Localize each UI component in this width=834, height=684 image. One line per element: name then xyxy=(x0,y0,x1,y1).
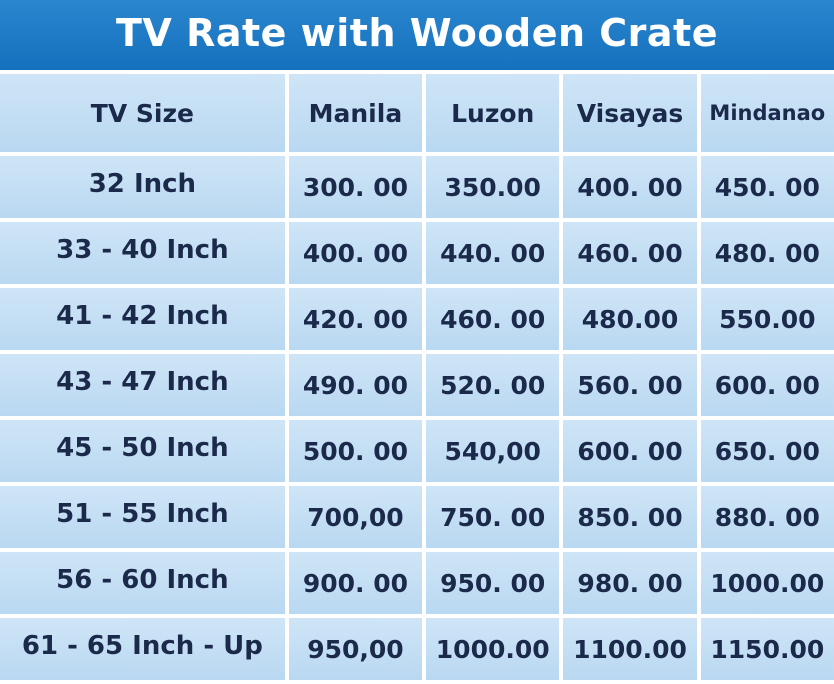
title-bar: TV Rate with Wooden Crate xyxy=(0,0,834,70)
luzon-price: 950. 00 xyxy=(426,552,560,614)
mindanao-price: 1150.00 xyxy=(700,618,834,680)
manila-price: 950,00 xyxy=(288,618,423,680)
rate-table: TV Size Manila Luzon Visayas Mindanao 32… xyxy=(0,70,834,684)
table-row: 43 - 47 Inch 490. 00 520. 00 560. 00 600… xyxy=(0,354,834,416)
size-cell: 45 - 50 Inch xyxy=(0,420,285,482)
manila-price: 700,00 xyxy=(288,486,423,548)
size-cell: 43 - 47 Inch xyxy=(0,354,285,416)
luzon-price: 520. 00 xyxy=(426,354,560,416)
visayas-price: 850. 00 xyxy=(563,486,697,548)
luzon-price: 440. 00 xyxy=(426,222,560,284)
visayas-price: 400. 00 xyxy=(563,156,697,218)
manila-price: 490. 00 xyxy=(288,354,423,416)
header-row: TV Size Manila Luzon Visayas Mindanao xyxy=(0,74,834,152)
mindanao-price: 880. 00 xyxy=(700,486,834,548)
header-tv-size: TV Size xyxy=(0,74,285,152)
manila-price: 900. 00 xyxy=(288,552,423,614)
visayas-price: 600. 00 xyxy=(563,420,697,482)
visayas-price: 560. 00 xyxy=(563,354,697,416)
mindanao-price: 550.00 xyxy=(700,288,834,350)
table-row: 56 - 60 Inch 900. 00 950. 00 980. 00 100… xyxy=(0,552,834,614)
luzon-price: 540,00 xyxy=(426,420,560,482)
visayas-price: 480.00 xyxy=(563,288,697,350)
size-cell: 33 - 40 Inch xyxy=(0,222,285,284)
manila-price: 400. 00 xyxy=(288,222,423,284)
table-row: 61 - 65 Inch - Up 950,00 1000.00 1100.00… xyxy=(0,618,834,680)
size-cell: 51 - 55 Inch xyxy=(0,486,285,548)
table-row: 41 - 42 Inch 420. 00 460. 00 480.00 550.… xyxy=(0,288,834,350)
mindanao-price: 480. 00 xyxy=(700,222,834,284)
manila-price: 420. 00 xyxy=(288,288,423,350)
visayas-price: 460. 00 xyxy=(563,222,697,284)
header-visayas: Visayas xyxy=(563,74,697,152)
size-cell: 41 - 42 Inch xyxy=(0,288,285,350)
page-title: TV Rate with Wooden Crate xyxy=(116,11,718,55)
size-cell: 56 - 60 Inch xyxy=(0,552,285,614)
manila-price: 500. 00 xyxy=(288,420,423,482)
manila-price: 300. 00 xyxy=(288,156,423,218)
table-row: 45 - 50 Inch 500. 00 540,00 600. 00 650.… xyxy=(0,420,834,482)
mindanao-price: 1000.00 xyxy=(700,552,834,614)
size-cell: 32 Inch xyxy=(0,156,285,218)
table-row: 32 Inch 300. 00 350.00 400. 00 450. 00 xyxy=(0,156,834,218)
header-luzon: Luzon xyxy=(426,74,560,152)
header-manila: Manila xyxy=(288,74,423,152)
visayas-price: 1100.00 xyxy=(563,618,697,680)
size-cell: 61 - 65 Inch - Up xyxy=(0,618,285,680)
mindanao-price: 650. 00 xyxy=(700,420,834,482)
luzon-price: 350.00 xyxy=(426,156,560,218)
mindanao-price: 600. 00 xyxy=(700,354,834,416)
visayas-price: 980. 00 xyxy=(563,552,697,614)
table-row: 51 - 55 Inch 700,00 750. 00 850. 00 880.… xyxy=(0,486,834,548)
luzon-price: 460. 00 xyxy=(426,288,560,350)
mindanao-price: 450. 00 xyxy=(700,156,834,218)
header-mindanao: Mindanao xyxy=(700,74,834,152)
luzon-price: 750. 00 xyxy=(426,486,560,548)
table-row: 33 - 40 Inch 400. 00 440. 00 460. 00 480… xyxy=(0,222,834,284)
luzon-price: 1000.00 xyxy=(426,618,560,680)
